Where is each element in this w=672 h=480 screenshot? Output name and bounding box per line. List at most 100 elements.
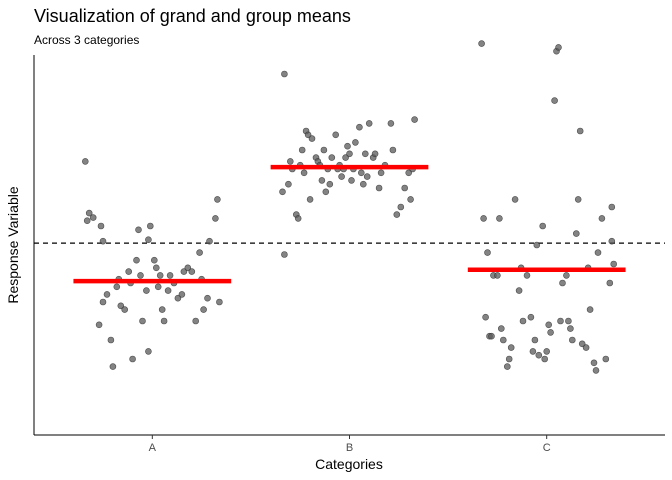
data-point (184, 264, 192, 272)
data-point (85, 209, 93, 217)
data-point (371, 150, 379, 158)
data-point (523, 272, 531, 279)
chart-subtitle: Across 3 categories (34, 33, 139, 47)
data-point (342, 154, 349, 161)
data-point (129, 355, 136, 363)
data-point (95, 321, 103, 329)
data-point (348, 177, 355, 184)
data-point (387, 120, 395, 127)
data-point (326, 180, 334, 188)
data-point (352, 139, 359, 146)
data-point (590, 359, 598, 367)
data-point (328, 154, 336, 161)
data-point (346, 150, 353, 158)
data-point (279, 188, 286, 196)
data-point (401, 184, 409, 192)
data-point (478, 40, 485, 47)
data-point (196, 249, 203, 256)
data-point (200, 306, 207, 313)
data-point (145, 236, 152, 243)
data-point (318, 177, 326, 184)
data-point (308, 135, 316, 142)
data-point (160, 317, 168, 325)
data-point (298, 146, 306, 154)
data-point (551, 97, 558, 104)
data-point (109, 363, 117, 370)
data-point (125, 268, 132, 275)
data-point (499, 336, 507, 344)
data-point (377, 169, 385, 177)
data-point (389, 146, 397, 154)
data-point (488, 332, 495, 340)
data-point (89, 214, 97, 221)
data-point (494, 272, 501, 279)
data-point (365, 120, 373, 127)
data-point (543, 348, 551, 355)
data-point (480, 215, 487, 222)
data-point (281, 251, 288, 258)
data-point (166, 272, 174, 279)
data-point (306, 196, 314, 203)
data-point (598, 215, 606, 222)
data-point (533, 241, 541, 249)
x-axis-ticks: A B C (149, 435, 551, 454)
data-point (586, 306, 594, 313)
data-point (147, 222, 154, 230)
data-point (484, 249, 491, 256)
data-point (212, 215, 219, 222)
data-point (541, 355, 549, 363)
data-point (482, 313, 489, 321)
data-point (153, 264, 160, 272)
data-point (411, 116, 418, 123)
data-point (503, 363, 511, 370)
data-point (359, 180, 367, 188)
data-point (117, 302, 125, 310)
data-point (332, 131, 340, 139)
x-tick-label: C (543, 442, 551, 454)
data-point (82, 158, 89, 165)
data-point (285, 180, 292, 188)
data-point (511, 196, 519, 203)
data-point (156, 272, 164, 279)
data-point (107, 336, 115, 344)
data-point (99, 237, 107, 245)
x-tick-label: A (149, 442, 157, 454)
data-point (192, 317, 199, 325)
data-point (602, 355, 610, 363)
data-point (143, 287, 150, 294)
data-point (545, 321, 553, 329)
data-point (393, 211, 401, 218)
data-point (594, 249, 602, 256)
data-point (180, 268, 188, 275)
data-point (103, 291, 111, 298)
data-point (557, 317, 564, 325)
data-point (567, 325, 574, 332)
data-point (507, 344, 515, 351)
data-point (555, 44, 562, 51)
data-point (300, 169, 308, 177)
data-point (608, 203, 616, 211)
data-point (405, 169, 413, 177)
data-point (204, 294, 211, 302)
data-point (496, 215, 503, 222)
data-point (505, 355, 513, 363)
data-point (214, 196, 221, 203)
data-point (397, 203, 405, 211)
data-point (344, 142, 351, 150)
data-point (361, 150, 369, 158)
data-point (357, 169, 365, 177)
chart-title: Visualization of grand and group means (34, 6, 351, 26)
data-point (572, 230, 580, 237)
data-point (563, 272, 570, 279)
data-point (547, 329, 554, 336)
data-point (531, 336, 539, 344)
data-point (578, 340, 586, 348)
data-point (145, 348, 152, 355)
data-point (338, 173, 345, 180)
data-point (320, 146, 328, 154)
data-point (529, 348, 537, 355)
data-point (286, 158, 294, 165)
data-point (133, 256, 140, 264)
data-point (568, 336, 576, 344)
